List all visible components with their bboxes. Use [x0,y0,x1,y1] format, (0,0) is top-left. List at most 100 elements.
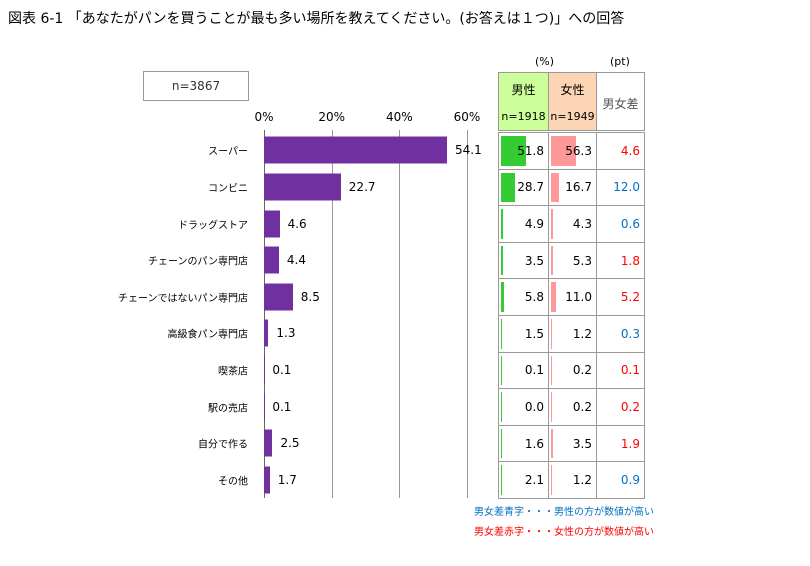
bar [264,429,273,457]
male-bar [501,282,504,312]
bar [264,210,280,237]
diff-cell: 0.9 [596,461,645,499]
category-label: コンビニ [208,183,248,195]
male-cell: 2.1 [498,461,549,499]
female-value: 1.2 [572,473,592,488]
sample-size-box: n=3867 [143,71,249,101]
diff-value: 0.1 [620,363,640,378]
male-cell: 1.5 [498,315,549,353]
male-bar [501,172,515,203]
female-bar [551,282,556,312]
female-cell: 11.0 [548,278,597,316]
female-value: 4.3 [572,216,592,231]
female-label: 女性 [560,83,585,97]
female-bar [551,465,552,495]
category-label: 自分で作る [198,439,248,451]
female-value: 1.2 [572,326,592,341]
male-value: 2.1 [524,473,544,488]
unit-pt: (pt) [610,55,630,68]
female-value: 16.7 [565,180,592,195]
x-tick-label: 40% [385,110,413,124]
male-header: 男性 n=1918 [498,72,549,131]
note-blue: 男女差青字・・・男性の方が数値が高い [474,507,654,518]
female-cell: 0.2 [548,388,597,426]
male-n: n=1918 [501,110,546,123]
diff-header: 男女差 [596,72,645,131]
female-cell: 5.3 [548,241,597,280]
category-label: スーパー [208,146,248,158]
diff-cell: 12.0 [596,168,645,207]
value-label: 0.1 [272,362,292,377]
male-cell: 1.6 [498,424,549,463]
male-value: 51.8 [517,143,544,158]
male-value: 1.5 [524,326,544,341]
category-label: 駅の売店 [208,403,248,414]
male-value: 4.9 [524,216,544,231]
female-bar [551,428,553,459]
gridline [331,130,333,498]
diff-value: 0.3 [620,326,640,341]
y-axis [264,130,265,498]
bar [264,136,448,164]
male-bar [501,319,502,349]
female-cell: 1.2 [548,315,597,353]
gridline [467,130,468,498]
diff-cell: 5.2 [596,278,645,316]
diff-value: 1.9 [620,436,640,451]
diff-cell: 0.6 [596,205,645,243]
female-value: 3.5 [572,436,592,451]
diff-cell: 1.8 [596,241,645,280]
male-bar [501,209,504,239]
male-bar [501,136,526,166]
category-label: チェーンではないパン専門店 [118,293,248,305]
bar [264,173,341,201]
value-label: 4.6 [287,216,307,231]
male-cell: 0.1 [498,351,549,390]
value-label: 22.7 [348,179,376,194]
male-cell: 5.8 [498,278,549,316]
male-cell: 51.8 [498,132,549,170]
diff-value: 0.6 [620,216,640,231]
female-bar [551,172,559,203]
diff-value: 0.2 [620,399,640,414]
category-label: チェーンのパン専門店 [148,256,248,268]
diff-cell: 1.9 [596,424,645,463]
bar [264,393,265,420]
value-label: 2.5 [280,436,300,451]
note-red: 男女差赤字・・・女性の方が数値が高い [474,527,654,538]
x-tick-label: 60% [453,110,481,124]
female-cell: 1.2 [548,461,597,499]
diff-cell: 0.1 [596,351,645,390]
diff-label: 男女差 [602,97,639,111]
female-bar [551,392,552,422]
value-label: 8.5 [300,289,320,304]
male-value: 0.1 [524,363,544,378]
female-cell: 0.2 [548,351,597,390]
category-label: その他 [218,476,248,488]
male-cell: 4.9 [498,205,549,243]
female-cell: 3.5 [548,424,597,463]
diff-value: 4.6 [620,143,640,158]
male-bar [501,392,502,422]
male-value: 3.5 [524,253,544,268]
value-label: 4.4 [286,253,306,268]
diff-value: 12.0 [613,180,640,195]
bar [264,466,270,494]
category-label: 高級食パン専門店 [167,329,249,341]
value-label: 1.7 [277,472,297,487]
male-value: 5.8 [524,290,544,305]
diff-cell: 0.3 [596,315,645,353]
male-bar [501,355,502,386]
figure-title: 図表 6-1 「あなたがパンを買うことが最も多い場所を教えてください。(お答えは… [8,11,625,27]
category-label: 喫茶店 [218,366,248,378]
female-value: 5.3 [572,253,592,268]
female-bar [551,245,554,276]
diff-value: 1.8 [620,253,640,268]
gridline [399,130,401,498]
x-tick-label: 0% [254,110,274,124]
female-n: n=1949 [550,110,595,123]
male-bar [501,245,503,276]
female-value: 0.2 [572,399,592,414]
value-label: 1.3 [276,326,296,341]
